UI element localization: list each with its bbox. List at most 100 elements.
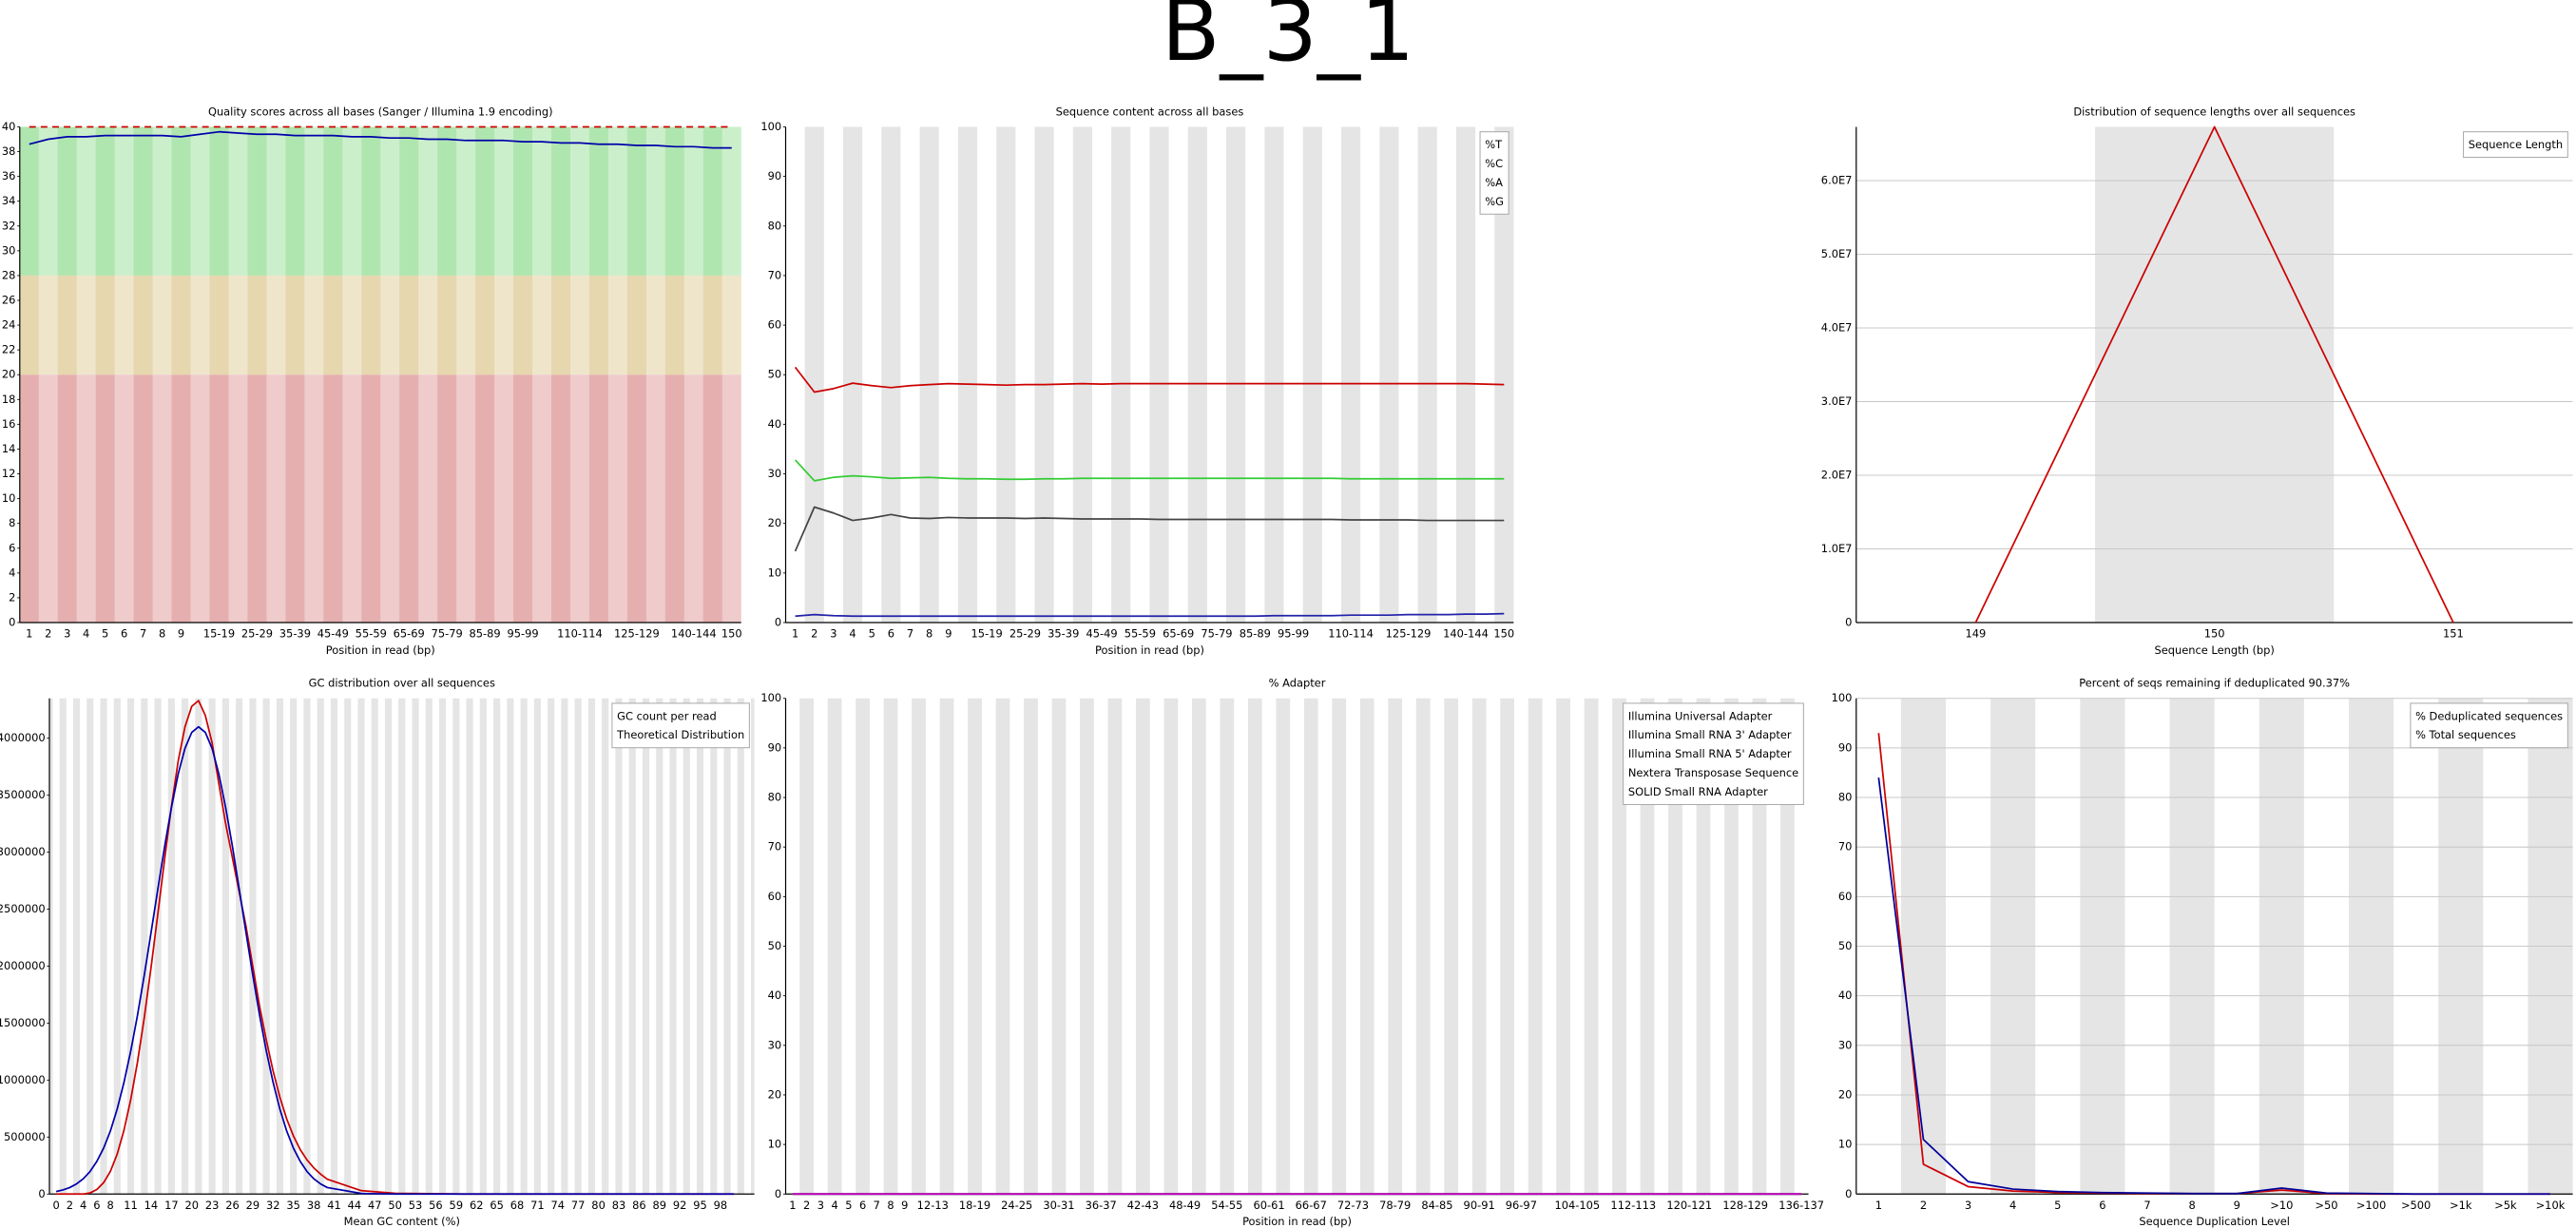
- legend-entry: %A: [1485, 176, 1503, 189]
- stripe: [1640, 698, 1655, 1195]
- x-tick-label: 1: [26, 627, 32, 641]
- x-tick-label: 74: [551, 1199, 566, 1212]
- y-tick-label: 12: [2, 467, 16, 480]
- x-tick-label: 96-97: [1506, 1199, 1537, 1212]
- x-tick-label: 48-49: [1169, 1199, 1201, 1212]
- x-tick-label: 35: [286, 1199, 300, 1212]
- y-tick-label: 36: [2, 169, 16, 182]
- y-tick-label: 3000000: [0, 845, 46, 858]
- y-tick-label: 500000: [4, 1130, 46, 1143]
- y-tick-label: 2000000: [0, 959, 46, 972]
- x-tick-label: 65-69: [1163, 627, 1194, 641]
- y-tick-label: 0: [775, 616, 781, 629]
- stripe: [1276, 698, 1291, 1195]
- x-tick-label: 7: [874, 1199, 880, 1212]
- series-line: [55, 725, 735, 1196]
- stripe: [1696, 698, 1711, 1195]
- y-tick-label: 90: [1838, 740, 1853, 754]
- quality-band: [19, 126, 741, 276]
- legend-entry: Theoretical Distribution: [616, 728, 744, 741]
- stripe: [228, 126, 248, 624]
- stripe: [1612, 698, 1626, 1195]
- y-tick-label: 2.0E7: [1821, 469, 1853, 482]
- x-tick-label: 23: [205, 1199, 220, 1212]
- stripe: [1034, 126, 1054, 624]
- stripe: [1359, 698, 1375, 1195]
- x-tick-label: 2: [803, 1199, 810, 1212]
- x-tick-label: 2: [1920, 1199, 1927, 1212]
- x-tick-label: 75-79: [1201, 627, 1232, 641]
- y-tick-label: 34: [2, 194, 16, 207]
- y-tick-label: 0: [38, 1187, 45, 1200]
- x-tick-label: 68: [510, 1199, 525, 1212]
- y-tick-label: 38: [2, 144, 16, 158]
- stripe: [357, 698, 365, 1195]
- x-tick-label: 53: [409, 1199, 423, 1212]
- y-tick-label: 100: [1832, 691, 1853, 704]
- stripe: [1264, 126, 1284, 624]
- x-tick-label: 95-99: [507, 627, 538, 641]
- y-tick-label: 1.0E7: [1821, 542, 1853, 555]
- x-tick-label: 60-61: [1253, 1199, 1284, 1212]
- y-tick-label: 6.0E7: [1821, 174, 1853, 187]
- stripe: [723, 698, 731, 1195]
- x-tick-label: 65-69: [394, 627, 425, 641]
- x-tick-label: 3: [817, 1199, 824, 1212]
- y-tick-label: 8: [9, 516, 15, 529]
- y-tick-label: 1000000: [0, 1073, 46, 1086]
- y-tick-label: 50: [768, 939, 782, 952]
- stripe: [957, 126, 978, 624]
- stripe: [520, 698, 528, 1195]
- x-tick-label: 140-144: [1443, 627, 1489, 641]
- x-tick-label: 85-89: [470, 627, 501, 641]
- y-tick-label: 30: [768, 1038, 782, 1051]
- y-tick-label: 40: [768, 988, 782, 1002]
- x-tick-label: 44: [348, 1199, 362, 1212]
- x-tick-label: 8: [2188, 1199, 2195, 1212]
- series-line: [795, 612, 1505, 618]
- y-tick-label: 3.0E7: [1821, 394, 1853, 408]
- stripe: [113, 698, 121, 1195]
- x-tick-label: 5: [869, 627, 875, 641]
- stripe: [1080, 698, 1094, 1195]
- x-tick-label: 85-89: [1240, 627, 1271, 641]
- x-tick-label: 125-129: [614, 627, 660, 641]
- x-tick-label: 65: [490, 1199, 504, 1212]
- stripe: [1471, 698, 1487, 1195]
- legend-entry: Nextera Transposase Sequence: [1628, 766, 1798, 779]
- y-tick-label: 80: [768, 791, 782, 804]
- x-tick-label: 7: [907, 627, 913, 641]
- x-tick-label: 7: [140, 627, 146, 641]
- stripe: [1303, 698, 1318, 1195]
- stripe: [466, 698, 473, 1195]
- stripe: [418, 126, 438, 624]
- stripe: [398, 698, 406, 1195]
- stripe: [607, 126, 627, 624]
- stripe: [855, 698, 870, 1195]
- stripe: [344, 698, 352, 1195]
- x-tick-label: 128-129: [1722, 1199, 1768, 1212]
- x-tick-label: 83: [612, 1199, 626, 1212]
- x-tick-label: 35-39: [1048, 627, 1079, 641]
- stripe: [602, 698, 609, 1195]
- y-tick-label: 60: [1838, 890, 1853, 903]
- y-tick-label: 10: [768, 566, 782, 579]
- stripe: [1494, 126, 1514, 624]
- x-tick-label: 45-49: [317, 627, 349, 641]
- x-tick-label: >100: [2356, 1199, 2386, 1212]
- y-tick-label: 0: [1845, 616, 1852, 629]
- stripe: [1332, 698, 1347, 1195]
- y-tick-label: 32: [2, 219, 16, 232]
- x-tick-label: 50: [388, 1199, 402, 1212]
- x-tick-label: 29: [246, 1199, 260, 1212]
- x-tick-label: 3: [1965, 1199, 1971, 1212]
- x-tick-label: 15-19: [203, 627, 235, 641]
- x-tick-label: 35-39: [279, 627, 311, 641]
- y-tick-label: 4: [9, 566, 15, 579]
- stripe: [87, 698, 94, 1195]
- x-tick-label: 0: [52, 1199, 59, 1212]
- x-tick-label: 1: [1875, 1199, 1882, 1212]
- series-line: [794, 366, 1505, 393]
- x-tick-label: 4: [2009, 1199, 2016, 1212]
- y-tick-label: 6: [9, 541, 15, 554]
